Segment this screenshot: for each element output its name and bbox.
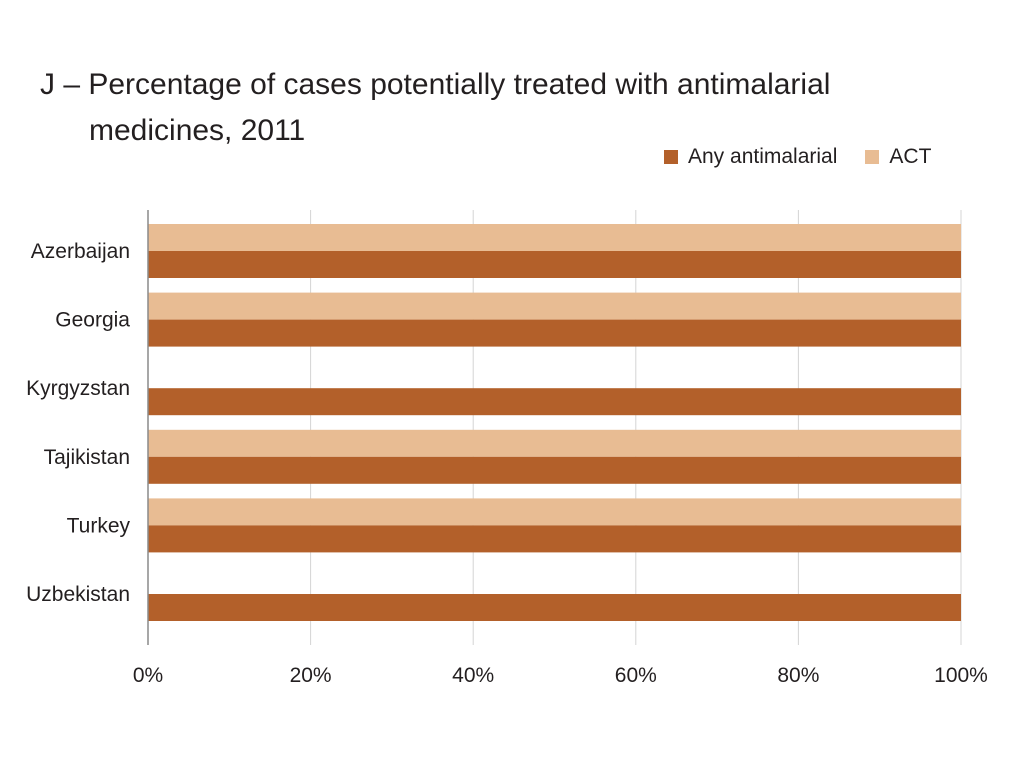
gridlines (310, 210, 962, 645)
bar-any-antimalarial (148, 525, 961, 553)
bars (148, 224, 961, 621)
y-category-label: Uzbekistan (26, 583, 130, 606)
chart-title: J – Percentage of cases potentially trea… (40, 62, 940, 154)
legend-swatch-act (865, 150, 880, 164)
legend-label-any-antimalarial: Any antimalarial (688, 145, 838, 168)
bar-act (148, 292, 961, 320)
bar-any-antimalarial (148, 388, 961, 416)
x-tick-label: 20% (290, 664, 332, 687)
bar-any-antimalarial (148, 594, 961, 621)
x-tick-label: 100% (934, 664, 988, 687)
bar-any-antimalarial (148, 319, 961, 347)
chart-title-line-1: J – Percentage of cases potentially trea… (40, 68, 831, 101)
x-tick-label: 60% (615, 664, 657, 687)
legend-label-act: ACT (889, 145, 932, 168)
x-tick-label: 0% (133, 664, 163, 687)
y-category-label: Georgia (55, 309, 130, 332)
legend-swatch-any-antimalarial (664, 150, 678, 164)
y-category-label: Kyrgyzstan (26, 377, 130, 400)
x-tick-label: 40% (452, 664, 494, 687)
chart-title-line-2: medicines, 2011 (89, 114, 306, 147)
bar-any-antimalarial (148, 456, 961, 484)
bar-any-antimalarial (148, 251, 961, 278)
bar-act (148, 429, 961, 457)
legend-item-act: ACT (865, 145, 931, 169)
y-category-label: Tajikistan (44, 446, 130, 469)
chart-legend: Any antimalarial ACT (664, 142, 959, 172)
x-tick-label: 80% (777, 664, 819, 687)
y-category-label: Turkey (67, 514, 131, 537)
legend-item-any-antimalarial: Any antimalarial (664, 145, 837, 169)
bar-act (148, 498, 961, 526)
y-category-label: Azerbaijan (31, 240, 130, 263)
axis-labels: 0% 20% 40% 60% 80% 100% Azerbaijan Georgia Kyrgy… (26, 240, 988, 687)
bar-act (148, 224, 961, 251)
